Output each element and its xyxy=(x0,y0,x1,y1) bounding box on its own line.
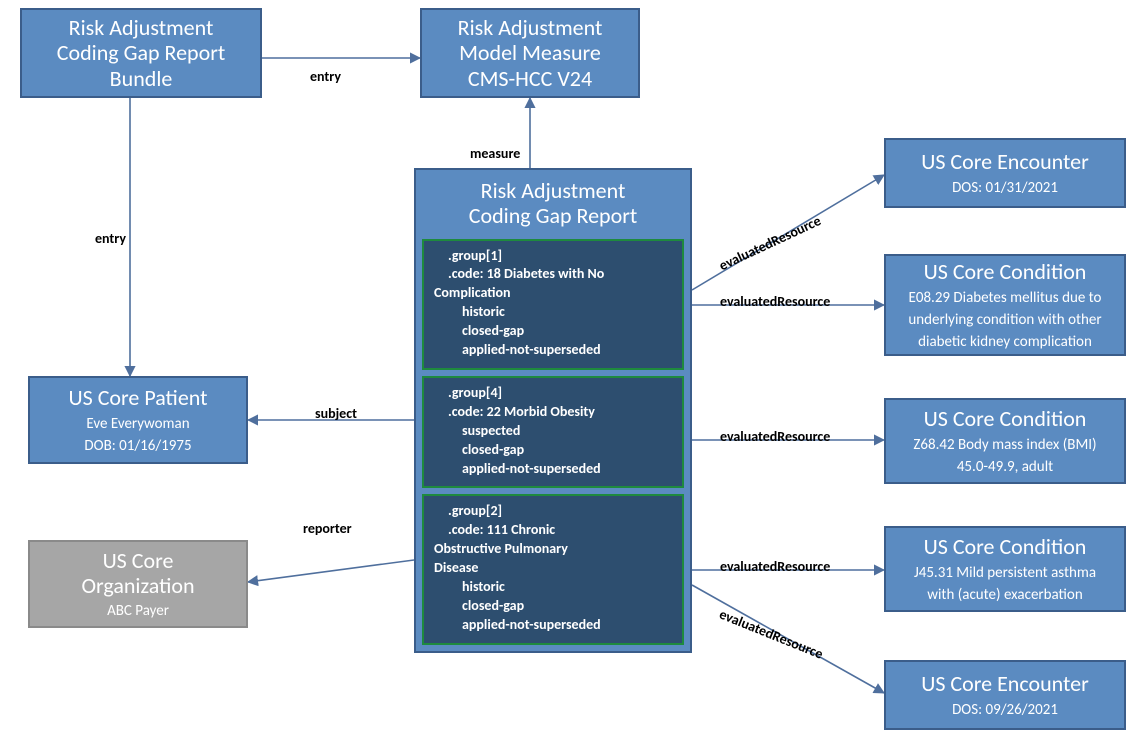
org-title-1: US Core xyxy=(40,548,236,573)
encounter2-dos: DOS: 09/26/2021 xyxy=(896,701,1114,719)
group-line: applied-not-superseded xyxy=(434,616,672,635)
cond1-title: US Core Condition xyxy=(896,259,1114,284)
node-bundle: Risk Adjustment Coding Gap Report Bundle xyxy=(20,8,262,98)
edge-label-measure: measure xyxy=(470,145,520,162)
report-title: Risk Adjustment Coding Gap Report xyxy=(416,170,690,239)
node-condition-bmi: US Core Condition Z68.42 Body mass index… xyxy=(884,398,1126,484)
node-coding-gap-report: Risk Adjustment Coding Gap Report .group… xyxy=(414,168,692,653)
node-organization: US Core Organization ABC Payer xyxy=(28,540,248,628)
model-title-1: Risk Adjustment xyxy=(432,15,628,40)
patient-title: US Core Patient xyxy=(40,385,236,410)
report-group-4: .group[4].code: 22 Morbid Obesitysuspect… xyxy=(422,376,684,488)
edge-label-evaluatedResource: evaluatedResource xyxy=(717,606,826,663)
encounter1-dos: DOS: 01/31/2021 xyxy=(896,179,1114,197)
group-line: .code: 111 Chronic xyxy=(434,521,672,540)
cond1-l3: diabetic kidney complication xyxy=(896,333,1114,351)
group-line: historic xyxy=(434,303,672,322)
node-encounter-2: US Core Encounter DOS: 09/26/2021 xyxy=(884,660,1126,730)
cond1-l2: underlying condition with other xyxy=(896,311,1114,329)
report-title-2: Coding Gap Report xyxy=(469,202,637,229)
bundle-title-2: Coding Gap Report xyxy=(32,40,250,65)
group-line: applied-not-superseded xyxy=(434,341,672,360)
node-model-measure: Risk Adjustment Model Measure CMS-HCC V2… xyxy=(420,8,640,98)
group-line: .group[4] xyxy=(434,384,672,403)
cond2-title: US Core Condition xyxy=(896,406,1114,431)
node-encounter-1: US Core Encounter DOS: 01/31/2021 xyxy=(884,138,1126,208)
group-line: Obstructive Pulmonary xyxy=(434,540,672,559)
encounter1-title: US Core Encounter xyxy=(896,149,1114,174)
edge-label-reporter: reporter xyxy=(303,520,352,537)
group-line: .code: 18 Diabetes with No xyxy=(434,265,672,284)
group-line: suspected xyxy=(434,422,672,441)
edge-label-evaluatedResource: evaluatedResource xyxy=(720,293,830,310)
encounter2-title: US Core Encounter xyxy=(896,671,1114,696)
group-line: Complication xyxy=(434,284,672,303)
group-line: .group[2] xyxy=(434,502,672,521)
cond2-l2: 45.0-49.9, adult xyxy=(896,458,1114,476)
bundle-title-1: Risk Adjustment xyxy=(32,15,250,40)
org-sub: ABC Payer xyxy=(40,602,236,620)
patient-name: Eve Everywoman xyxy=(40,415,236,433)
cond3-l2: with (acute) exacerbation xyxy=(896,586,1114,604)
group-line: .group[1] xyxy=(434,247,672,266)
group-line: closed-gap xyxy=(434,441,672,460)
group-line: applied-not-superseded xyxy=(434,460,672,479)
group-line: closed-gap xyxy=(434,322,672,341)
cond3-title: US Core Condition xyxy=(896,534,1114,559)
group-line: historic xyxy=(434,578,672,597)
bundle-title-3: Bundle xyxy=(32,66,250,91)
cond3-l1: J45.31 Mild persistent asthma xyxy=(896,564,1114,582)
cond1-l1: E08.29 Diabetes mellitus due to xyxy=(896,289,1114,307)
report-group-2: .group[2].code: 111 ChronicObstructive P… xyxy=(422,494,684,644)
org-title-2: Organization xyxy=(40,573,236,598)
node-condition-asthma: US Core Condition J45.31 Mild persistent… xyxy=(884,526,1126,612)
edge-label-subject: subject xyxy=(315,405,357,422)
group-line: closed-gap xyxy=(434,597,672,616)
edge-label-evaluatedResource: evaluatedResource xyxy=(720,558,830,575)
report-group-1: .group[1].code: 18 Diabetes with NoCompl… xyxy=(422,239,684,370)
group-line: Disease xyxy=(434,559,672,578)
model-title-2: Model Measure xyxy=(432,40,628,65)
edge-label-evaluatedResource: evaluatedResource xyxy=(720,428,830,445)
edge-label-entry: entry xyxy=(310,68,341,85)
edge-label-evaluatedResource: evaluatedResource xyxy=(716,212,823,274)
node-condition-diabetes: US Core Condition E08.29 Diabetes mellit… xyxy=(884,254,1126,356)
patient-dob: DOB: 01/16/1975 xyxy=(40,437,236,455)
model-title-3: CMS-HCC V24 xyxy=(432,66,628,91)
edge-label-entry: entry xyxy=(95,230,126,247)
report-title-1: Risk Adjustment xyxy=(481,177,626,204)
group-line: .code: 22 Morbid Obesity xyxy=(434,403,672,422)
node-patient: US Core Patient Eve Everywoman DOB: 01/1… xyxy=(28,376,248,464)
cond2-l1: Z68.42 Body mass index (BMI) xyxy=(896,436,1114,454)
